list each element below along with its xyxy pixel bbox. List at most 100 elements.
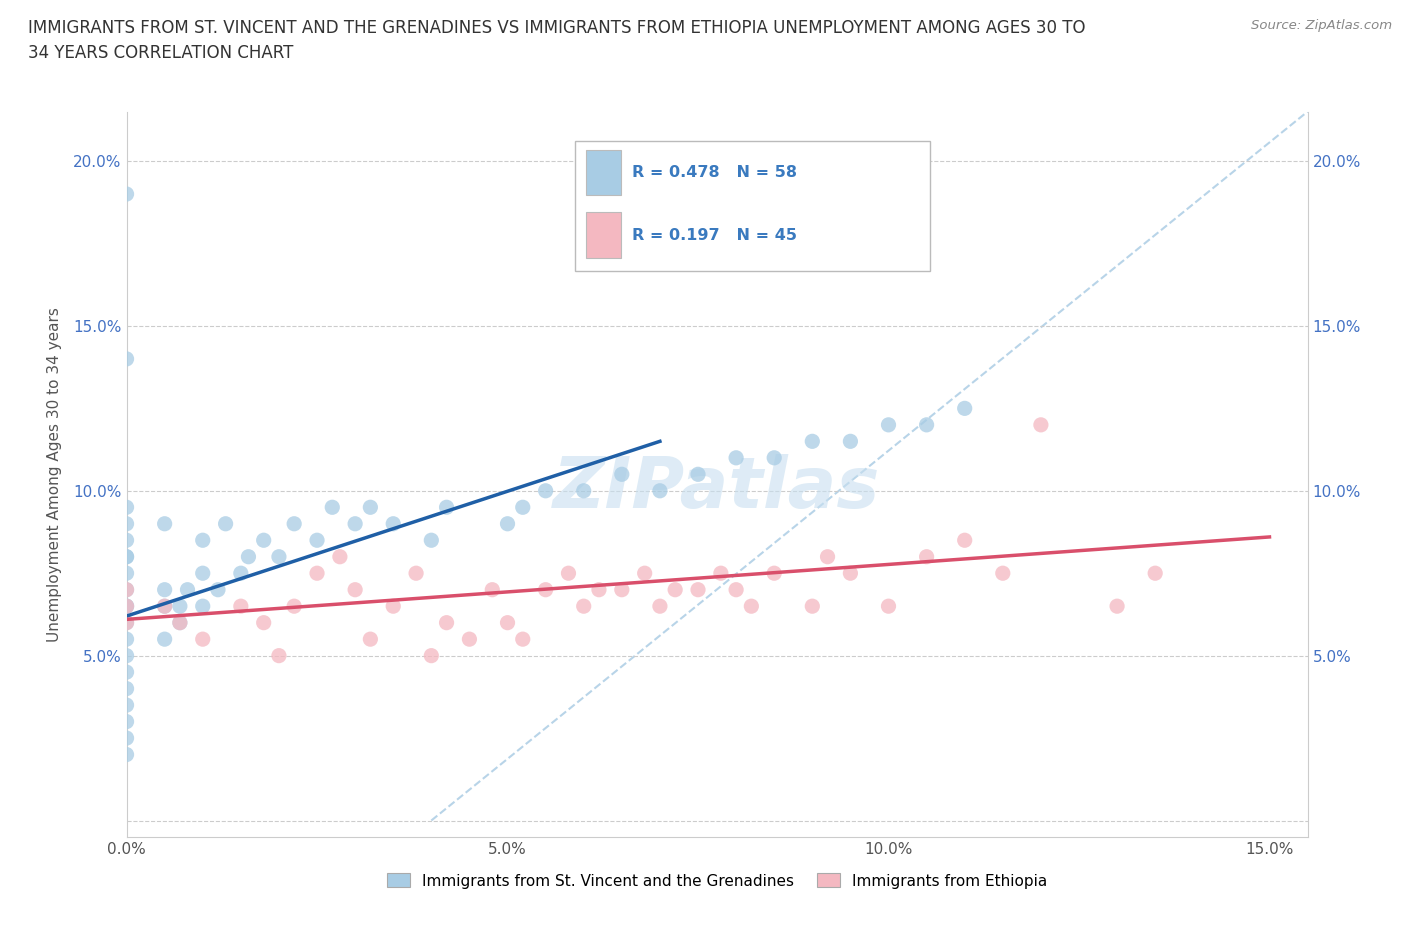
Immigrants from St. Vincent and the Grenadines — [610, 467, 633, 482]
Immigrants from Ethiopia — [877, 599, 900, 614]
Immigrants from Ethiopia — [557, 565, 579, 580]
Immigrants from Ethiopia — [740, 599, 762, 614]
Immigrants from Ethiopia — [953, 533, 976, 548]
Immigrants from St. Vincent and the Grenadines — [648, 484, 671, 498]
Immigrants from St. Vincent and the Grenadines — [877, 418, 900, 432]
Immigrants from St. Vincent and the Grenadines — [153, 599, 176, 614]
Immigrants from St. Vincent and the Grenadines — [115, 731, 138, 746]
Immigrants from St. Vincent and the Grenadines — [801, 434, 824, 449]
Immigrants from St. Vincent and the Grenadines — [115, 648, 138, 663]
Immigrants from St. Vincent and the Grenadines — [115, 681, 138, 696]
Immigrants from St. Vincent and the Grenadines — [238, 550, 260, 565]
Immigrants from Ethiopia — [839, 565, 862, 580]
Immigrants from St. Vincent and the Grenadines — [115, 533, 138, 548]
Immigrants from Ethiopia — [588, 582, 610, 597]
Immigrants from Ethiopia — [253, 616, 276, 631]
Immigrants from St. Vincent and the Grenadines — [534, 484, 557, 498]
Immigrants from Ethiopia — [686, 582, 709, 597]
Immigrants from St. Vincent and the Grenadines — [169, 616, 191, 631]
Immigrants from Ethiopia — [283, 599, 305, 614]
Immigrants from St. Vincent and the Grenadines — [572, 484, 595, 498]
Legend: Immigrants from St. Vincent and the Grenadines, Immigrants from Ethiopia: Immigrants from St. Vincent and the Gren… — [381, 868, 1053, 895]
Immigrants from Ethiopia — [610, 582, 633, 597]
Immigrants from Ethiopia — [359, 631, 381, 646]
Immigrants from St. Vincent and the Grenadines — [191, 533, 214, 548]
Immigrants from St. Vincent and the Grenadines — [214, 516, 236, 531]
Immigrants from St. Vincent and the Grenadines — [153, 516, 176, 531]
Immigrants from St. Vincent and the Grenadines — [115, 550, 138, 565]
Immigrants from St. Vincent and the Grenadines — [115, 516, 138, 531]
Immigrants from St. Vincent and the Grenadines — [115, 599, 138, 614]
Immigrants from Ethiopia — [801, 599, 824, 614]
Immigrants from Ethiopia — [305, 565, 328, 580]
Immigrants from Ethiopia — [725, 582, 748, 597]
Immigrants from Ethiopia — [153, 599, 176, 614]
Immigrants from St. Vincent and the Grenadines — [115, 550, 138, 565]
Immigrants from St. Vincent and the Grenadines — [191, 599, 214, 614]
Immigrants from Ethiopia — [496, 616, 519, 631]
Immigrants from St. Vincent and the Grenadines — [115, 565, 138, 580]
Immigrants from St. Vincent and the Grenadines — [382, 516, 405, 531]
Immigrants from St. Vincent and the Grenadines — [115, 665, 138, 680]
Immigrants from Ethiopia — [382, 599, 405, 614]
Immigrants from St. Vincent and the Grenadines — [496, 516, 519, 531]
Immigrants from St. Vincent and the Grenadines — [420, 533, 443, 548]
Immigrants from Ethiopia — [817, 550, 839, 565]
Immigrants from Ethiopia — [481, 582, 503, 597]
Immigrants from Ethiopia — [1107, 599, 1129, 614]
Immigrants from Ethiopia — [115, 599, 138, 614]
Immigrants from St. Vincent and the Grenadines — [115, 499, 138, 514]
Immigrants from Ethiopia — [634, 565, 657, 580]
Immigrants from Ethiopia — [915, 550, 938, 565]
Immigrants from St. Vincent and the Grenadines — [115, 616, 138, 631]
Immigrants from St. Vincent and the Grenadines — [176, 582, 198, 597]
Immigrants from St. Vincent and the Grenadines — [686, 467, 709, 482]
Immigrants from Ethiopia — [512, 631, 534, 646]
Immigrants from St. Vincent and the Grenadines — [512, 499, 534, 514]
Immigrants from Ethiopia — [229, 599, 252, 614]
Immigrants from St. Vincent and the Grenadines — [115, 352, 138, 366]
Immigrants from Ethiopia — [267, 648, 290, 663]
Immigrants from Ethiopia — [436, 616, 458, 631]
Immigrants from St. Vincent and the Grenadines — [115, 714, 138, 729]
Immigrants from St. Vincent and the Grenadines — [267, 550, 290, 565]
Text: IMMIGRANTS FROM ST. VINCENT AND THE GRENADINES VS IMMIGRANTS FROM ETHIOPIA UNEMP: IMMIGRANTS FROM ST. VINCENT AND THE GREN… — [28, 19, 1085, 61]
Immigrants from St. Vincent and the Grenadines — [763, 450, 786, 465]
Immigrants from Ethiopia — [664, 582, 686, 597]
Immigrants from Ethiopia — [420, 648, 443, 663]
Immigrants from Ethiopia — [991, 565, 1014, 580]
Immigrants from St. Vincent and the Grenadines — [305, 533, 328, 548]
Text: ZIPatlas: ZIPatlas — [554, 455, 880, 524]
Immigrants from St. Vincent and the Grenadines — [191, 565, 214, 580]
Immigrants from St. Vincent and the Grenadines — [115, 698, 138, 712]
Immigrants from St. Vincent and the Grenadines — [207, 582, 229, 597]
Immigrants from Ethiopia — [115, 582, 138, 597]
Text: Source: ZipAtlas.com: Source: ZipAtlas.com — [1251, 19, 1392, 32]
Immigrants from Ethiopia — [191, 631, 214, 646]
Immigrants from Ethiopia — [405, 565, 427, 580]
Immigrants from St. Vincent and the Grenadines — [229, 565, 252, 580]
Immigrants from St. Vincent and the Grenadines — [115, 599, 138, 614]
Immigrants from St. Vincent and the Grenadines — [115, 582, 138, 597]
Immigrants from Ethiopia — [1144, 565, 1167, 580]
Immigrants from St. Vincent and the Grenadines — [253, 533, 276, 548]
Immigrants from Ethiopia — [115, 616, 138, 631]
Immigrants from Ethiopia — [344, 582, 367, 597]
Immigrants from St. Vincent and the Grenadines — [953, 401, 976, 416]
Immigrants from St. Vincent and the Grenadines — [283, 516, 305, 531]
Immigrants from St. Vincent and the Grenadines — [115, 631, 138, 646]
Immigrants from St. Vincent and the Grenadines — [344, 516, 367, 531]
Immigrants from Ethiopia — [534, 582, 557, 597]
Immigrants from Ethiopia — [458, 631, 481, 646]
Immigrants from St. Vincent and the Grenadines — [839, 434, 862, 449]
Immigrants from St. Vincent and the Grenadines — [725, 450, 748, 465]
Immigrants from Ethiopia — [648, 599, 671, 614]
Immigrants from St. Vincent and the Grenadines — [115, 187, 138, 202]
Immigrants from St. Vincent and the Grenadines — [115, 747, 138, 762]
Y-axis label: Unemployment Among Ages 30 to 34 years: Unemployment Among Ages 30 to 34 years — [48, 307, 62, 642]
Immigrants from St. Vincent and the Grenadines — [169, 599, 191, 614]
Immigrants from Ethiopia — [169, 616, 191, 631]
Immigrants from St. Vincent and the Grenadines — [436, 499, 458, 514]
Immigrants from St. Vincent and the Grenadines — [153, 582, 176, 597]
Immigrants from St. Vincent and the Grenadines — [359, 499, 381, 514]
